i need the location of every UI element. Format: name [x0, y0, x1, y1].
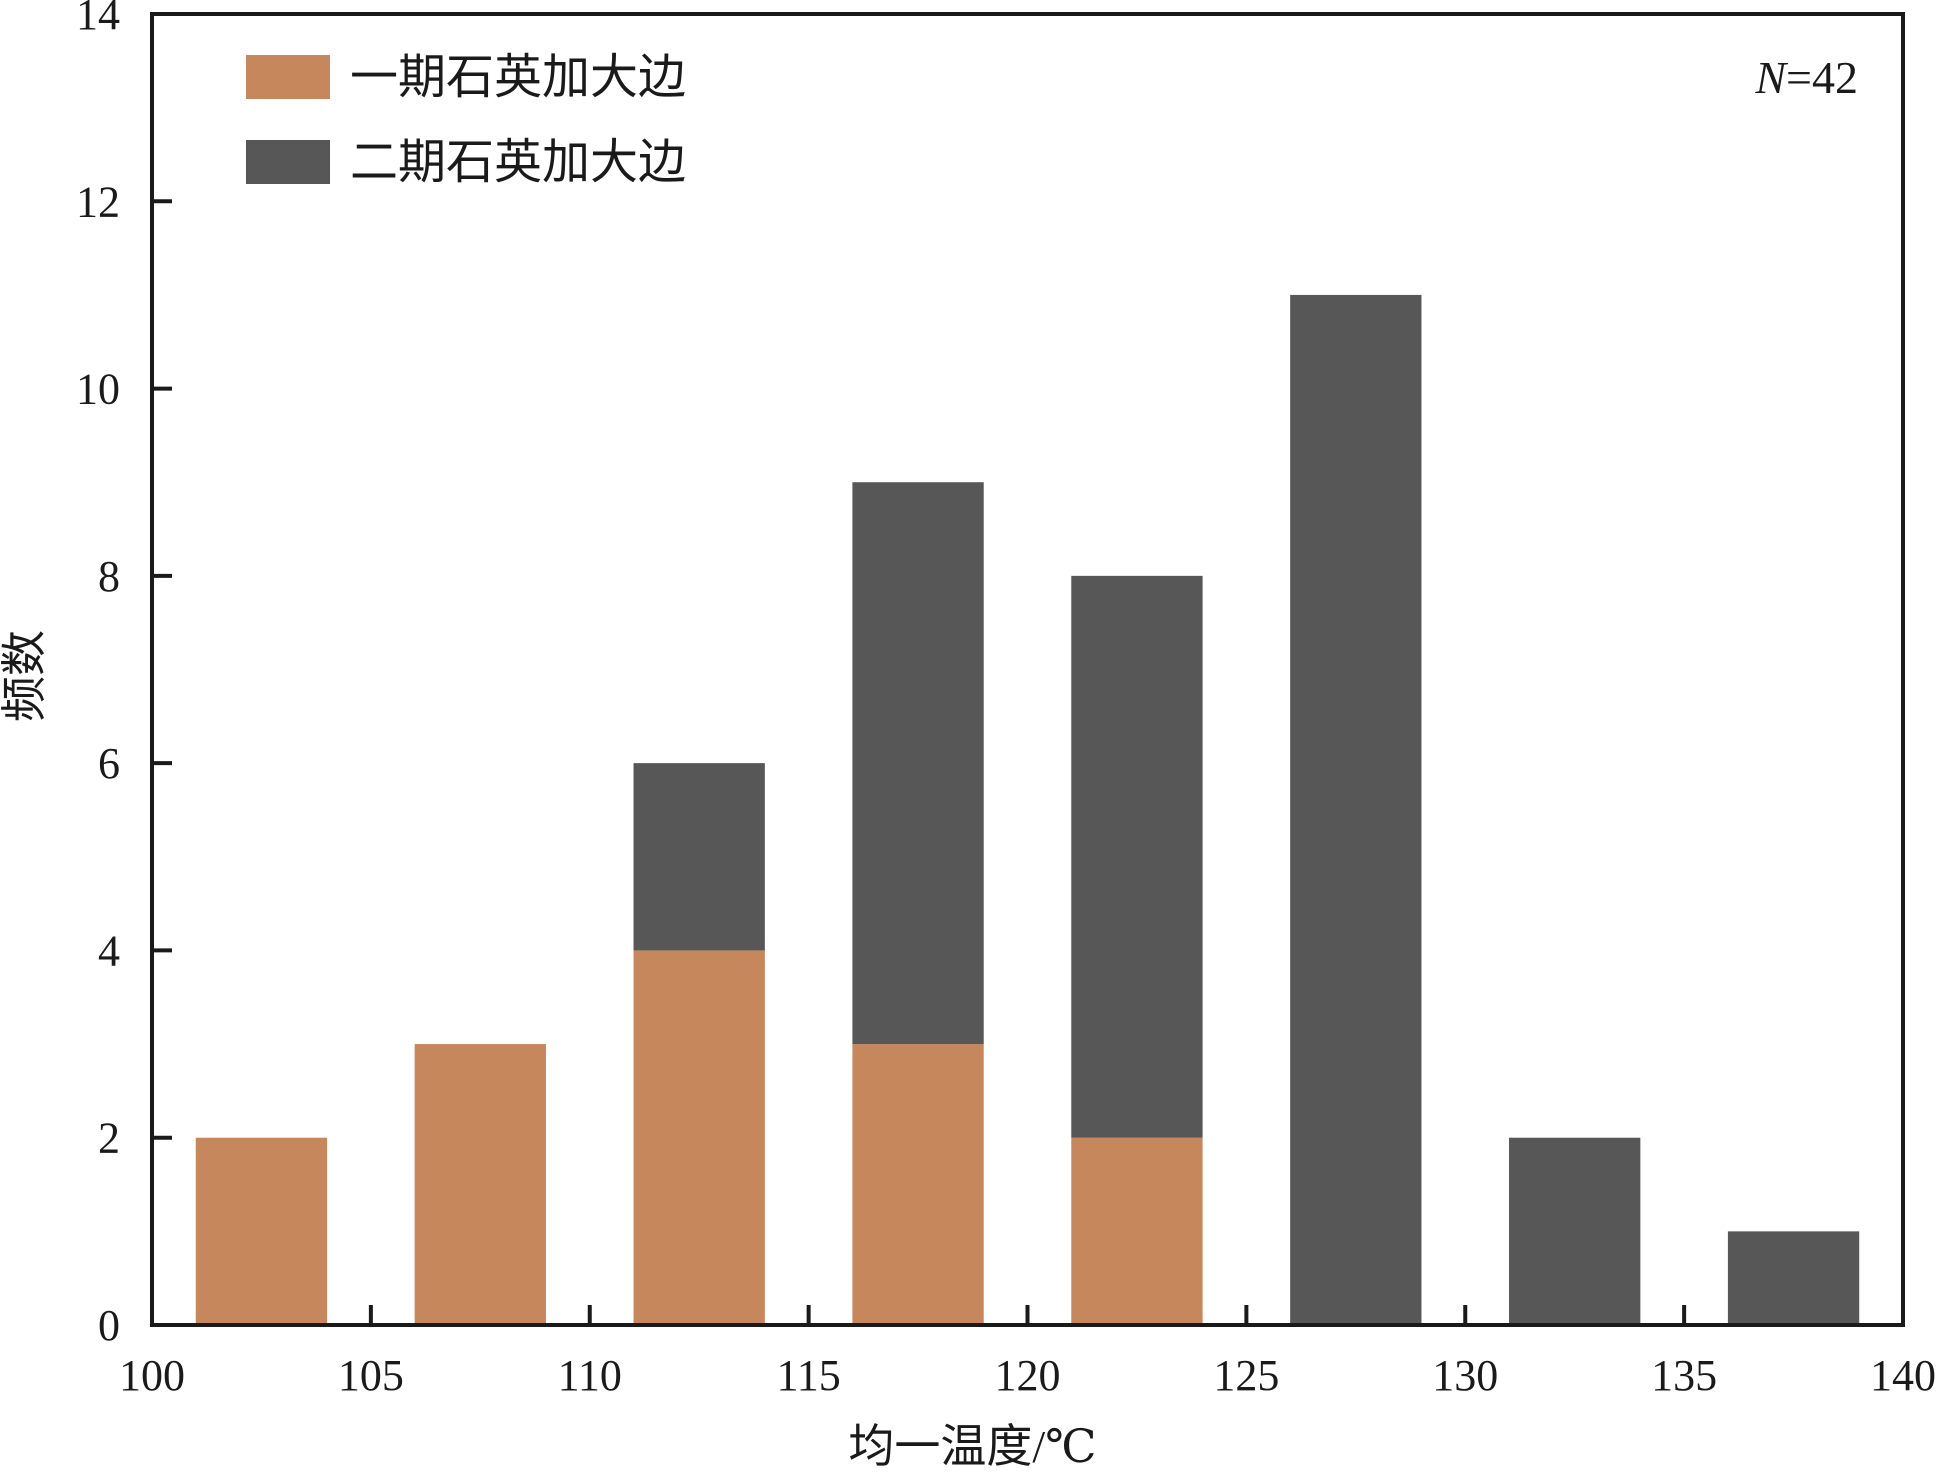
bar-series2-bin-4: [852, 482, 984, 1045]
x-tick-label: 105: [338, 1351, 404, 1400]
bar-series1-bin-5: [1071, 1137, 1203, 1325]
ticks-layer: [150, 12, 1905, 1327]
bars-layer: [195, 294, 1860, 1325]
y-tick-label: 0: [98, 1301, 120, 1350]
bar-series2-bin-6: [1290, 294, 1422, 1325]
x-tick-label: 110: [558, 1351, 622, 1400]
y-tick-label: 4: [98, 926, 120, 975]
legend: 一期石英加大边 二期石英加大边: [246, 51, 686, 189]
x-tick-label: 140: [1870, 1351, 1936, 1400]
bar-series1-bin-1: [195, 1137, 328, 1325]
bar-series1-bin-2: [414, 1044, 546, 1325]
bar-series2-bin-8: [1727, 1231, 1860, 1325]
x-tick-label: 115: [776, 1351, 840, 1400]
x-tick-label: 130: [1432, 1351, 1498, 1400]
sample-count-value: =42: [1786, 52, 1858, 103]
x-tick-label: 120: [995, 1351, 1061, 1400]
legend-swatch-series-2: [246, 140, 330, 184]
legend-label-series-1: 一期石英加大边: [350, 51, 686, 104]
bar-series2-bin-5: [1071, 575, 1203, 1138]
bar-series2-bin-3: [633, 763, 765, 951]
x-tick-label: 135: [1651, 1351, 1717, 1400]
sample-count-symbol: N: [1754, 52, 1788, 103]
y-tick-label: 10: [76, 365, 120, 414]
y-tick-label: 12: [76, 177, 120, 226]
x-tick-label: 100: [119, 1351, 185, 1400]
y-tick-label: 8: [98, 552, 120, 601]
y-tick-label: 2: [98, 1114, 120, 1163]
x-axis-label: 均一温度/℃: [848, 1421, 1096, 1472]
bar-series2-bin-7: [1509, 1137, 1641, 1325]
bar-series1-bin-3: [633, 950, 765, 1325]
y-tick-label: 6: [98, 739, 120, 788]
y-axis-label: 频数: [0, 630, 50, 722]
sample-count-annotation: N=42: [1754, 52, 1858, 103]
tick-labels-layer: 100 105 110 115 120 125 130 135 140 0 2 4 6 8 10 12 14: [76, 0, 1936, 1400]
x-tick-label: 125: [1213, 1351, 1279, 1400]
bar-series1-bin-4: [852, 1044, 984, 1325]
legend-swatch-series-1: [246, 55, 330, 99]
y-tick-label: 14: [76, 0, 120, 39]
legend-label-series-2: 二期石英加大边: [350, 136, 686, 189]
